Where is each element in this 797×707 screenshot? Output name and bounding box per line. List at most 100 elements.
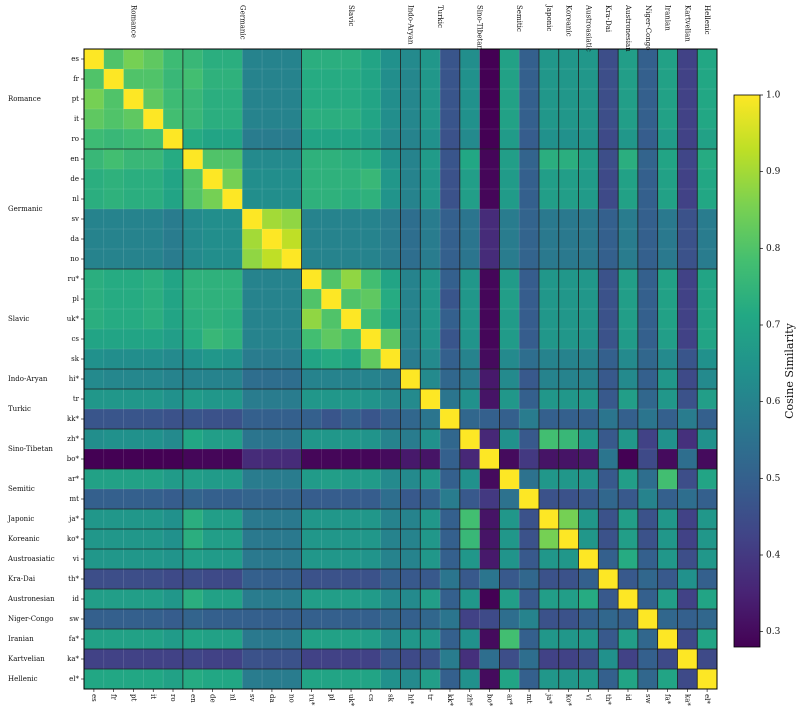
heatmap-cell	[519, 389, 540, 410]
heatmap-cell	[598, 569, 619, 590]
heatmap-cell	[360, 289, 382, 310]
heatmap-cell	[262, 189, 283, 210]
heatmap-cell	[618, 229, 639, 250]
heatmap-cell	[578, 209, 599, 230]
heatmap-cell	[558, 229, 579, 250]
heatmap-cell	[558, 429, 579, 450]
heatmap-cell	[380, 229, 401, 250]
heatmap-cell	[380, 409, 401, 430]
x-tick-label: ar*	[505, 694, 513, 706]
heatmap-cell	[380, 309, 401, 330]
heatmap-cell	[538, 209, 560, 230]
heatmap-cell	[222, 369, 243, 390]
y-tick-label: id	[72, 595, 79, 603]
heatmap-cell	[598, 649, 619, 670]
y-tick-label: no	[70, 255, 79, 263]
heatmap-cell	[222, 589, 243, 610]
heatmap-cell	[301, 229, 322, 250]
heatmap-cell	[598, 169, 619, 190]
heatmap-cell	[558, 329, 579, 350]
heatmap-cell	[103, 649, 124, 670]
heatmap-cell	[143, 629, 164, 650]
colorbar-label: Cosine Similarity	[783, 322, 796, 419]
heatmap-cell	[558, 369, 579, 390]
heatmap-cell	[84, 349, 105, 370]
heatmap-cell	[143, 109, 164, 130]
heatmap-cell	[222, 69, 243, 90]
heatmap-cell	[143, 449, 164, 470]
heatmap-cell	[677, 329, 698, 350]
heatmap-cell	[479, 449, 500, 470]
heatmap-cell	[84, 49, 105, 70]
heatmap-cell	[479, 249, 500, 270]
heatmap-cell	[242, 389, 263, 410]
y-tick-label: nl	[72, 195, 80, 203]
left-family-label: Semitic	[8, 485, 35, 493]
heatmap-cell	[400, 549, 421, 570]
heatmap-cell	[558, 609, 579, 630]
heatmap-cell	[321, 129, 342, 150]
heatmap-cell	[479, 489, 500, 510]
heatmap-cell	[123, 389, 144, 410]
heatmap-cell	[400, 209, 421, 230]
heatmap-cell	[84, 249, 105, 270]
heatmap-cell	[598, 469, 619, 490]
heatmap-cell	[459, 109, 480, 130]
heatmap-cell	[182, 49, 203, 70]
heatmap-cell	[519, 289, 540, 310]
heatmap-cell	[697, 489, 718, 510]
heatmap-cell	[697, 549, 718, 570]
heatmap-cell	[538, 309, 560, 330]
heatmap-cell	[182, 209, 203, 230]
heatmap-cell	[262, 129, 283, 150]
heatmap-cell	[578, 169, 599, 190]
heatmap-cell	[202, 169, 223, 190]
heatmap-cell	[380, 449, 401, 470]
heatmap-cell	[103, 229, 124, 250]
heatmap-cell	[657, 469, 678, 490]
heatmap-cell	[558, 549, 579, 570]
heatmap-cell	[598, 309, 619, 330]
heatmap-cell	[242, 189, 263, 210]
heatmap-cell	[677, 529, 698, 550]
heatmap-cell	[301, 109, 322, 130]
heatmap-cell	[420, 649, 441, 670]
heatmap-cell	[202, 429, 223, 450]
heatmap-cell	[360, 429, 382, 450]
heatmap-cell	[202, 589, 223, 610]
heatmap-cell	[163, 269, 184, 290]
heatmap-cell	[163, 189, 184, 210]
y-tick-label: tr	[73, 395, 80, 403]
heatmap-cell	[519, 249, 540, 270]
heatmap-cell	[321, 429, 342, 450]
heatmap-cell	[420, 149, 441, 170]
heatmap-frame	[83, 48, 718, 690]
heatmap-cell	[578, 409, 599, 430]
heatmap-cell	[578, 229, 599, 250]
heatmap-cell	[301, 169, 322, 190]
heatmap-cell	[143, 49, 164, 70]
heatmap-cell	[341, 589, 362, 610]
heatmap-cell	[182, 289, 203, 310]
heatmap-cell	[380, 169, 401, 190]
heatmap-cell	[143, 529, 164, 550]
heatmap-cell	[657, 529, 678, 550]
heatmap-cell	[400, 349, 421, 370]
heatmap-cell	[222, 629, 243, 650]
heatmap-cell	[618, 629, 639, 650]
heatmap-cell	[479, 589, 500, 610]
heatmap-cell	[380, 429, 401, 450]
heatmap-cell	[499, 109, 520, 130]
heatmap-cell	[538, 289, 560, 310]
heatmap-cell	[598, 629, 619, 650]
heatmap-cell	[182, 449, 203, 470]
heatmap-cell	[123, 149, 144, 170]
heatmap-cell	[420, 369, 441, 390]
heatmap-cell	[637, 349, 658, 370]
heatmap-cell	[618, 509, 639, 530]
heatmap-cell	[618, 89, 639, 110]
colorbar-tick-label: 0.4	[766, 551, 781, 561]
heatmap-cell	[202, 289, 223, 310]
heatmap-cell	[440, 249, 461, 270]
heatmap-cell	[301, 209, 322, 230]
